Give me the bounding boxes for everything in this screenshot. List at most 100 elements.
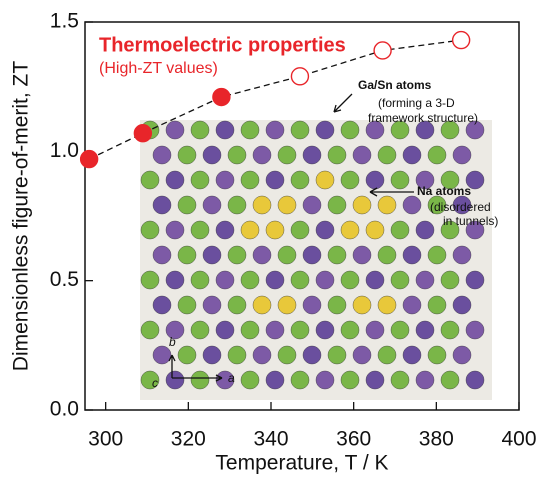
atom: [265, 220, 285, 240]
atom: [165, 220, 185, 240]
y-tick-label: 0.0: [50, 398, 79, 421]
atom: [215, 370, 235, 390]
atom: [227, 295, 247, 315]
atom: [352, 245, 372, 265]
x-tick-label: 340: [253, 428, 288, 451]
atom: [377, 245, 397, 265]
atom: [152, 295, 172, 315]
atom: [315, 370, 335, 390]
atom: [452, 345, 472, 365]
atom: [377, 345, 397, 365]
atom: [315, 320, 335, 340]
atom: [277, 245, 297, 265]
atom: [302, 145, 322, 165]
atom: [340, 270, 360, 290]
arrows: [168, 93, 414, 382]
atom: [352, 195, 372, 215]
atom: [402, 345, 422, 365]
atom: [140, 220, 160, 240]
x-axis-label: Temperature, T / K: [215, 452, 388, 475]
atom: [315, 270, 335, 290]
atom: [240, 170, 260, 190]
x-tick-label: 300: [88, 428, 123, 451]
atom: [365, 120, 385, 140]
annotation: (forming a 3-D: [378, 96, 455, 110]
chart-subtitle: (High-ZT values): [99, 60, 218, 77]
x-tick-label: 360: [336, 428, 371, 451]
atom: [240, 320, 260, 340]
atom: [327, 245, 347, 265]
atom: [390, 170, 410, 190]
chart-title: Thermoelectric properties: [99, 34, 346, 56]
atom: [452, 195, 472, 215]
atom: [340, 220, 360, 240]
atom: [215, 220, 235, 240]
atom: [227, 195, 247, 215]
atom: [140, 370, 160, 390]
atom: [252, 195, 272, 215]
atom: [265, 320, 285, 340]
atom: [327, 145, 347, 165]
atom: [427, 145, 447, 165]
atom: [440, 170, 460, 190]
atom: [352, 345, 372, 365]
atom: [152, 345, 172, 365]
annotation: Na atoms: [417, 184, 471, 198]
atom: [452, 245, 472, 265]
atom: [140, 270, 160, 290]
atom: [165, 270, 185, 290]
atom: [265, 370, 285, 390]
data-point: [212, 87, 231, 107]
atom: [277, 345, 297, 365]
atom: [327, 195, 347, 215]
atom: [402, 295, 422, 315]
annotation: Ga/Sn atoms: [358, 78, 432, 92]
atom: [427, 345, 447, 365]
atom: [177, 295, 197, 315]
atom: [315, 170, 335, 190]
atom: [202, 145, 222, 165]
atom: [290, 120, 310, 140]
data-point: [133, 124, 153, 143]
annotation: c: [152, 376, 158, 390]
atom: [277, 145, 297, 165]
atom: [465, 370, 485, 390]
atom: [202, 295, 222, 315]
atom: [215, 320, 235, 340]
atom: [390, 120, 410, 140]
atom: [465, 270, 485, 290]
atom: [152, 195, 172, 215]
atom: [440, 270, 460, 290]
atom: [202, 245, 222, 265]
atom: [240, 220, 260, 240]
atom: [340, 320, 360, 340]
atom: [190, 320, 210, 340]
atom: [177, 345, 197, 365]
atom: [402, 145, 422, 165]
atom: [165, 120, 185, 140]
atom: [290, 320, 310, 340]
atom: [340, 170, 360, 190]
atom: [440, 370, 460, 390]
atom: [465, 120, 485, 140]
atom: [365, 170, 385, 190]
x-tick-label: 400: [501, 428, 536, 451]
atom: [352, 295, 372, 315]
atom: [390, 220, 410, 240]
atom: [265, 170, 285, 190]
annotation: framework structure): [368, 111, 478, 125]
atom: [177, 245, 197, 265]
atom: [202, 195, 222, 215]
atom: [465, 170, 485, 190]
atom: [177, 145, 197, 165]
x-tick-label: 320: [171, 428, 206, 451]
atom: [190, 370, 210, 390]
atom: [302, 195, 322, 215]
atom: [227, 345, 247, 365]
crystal-structure-image: [140, 120, 492, 400]
atom: [152, 245, 172, 265]
atom: [390, 370, 410, 390]
atom: [415, 170, 435, 190]
atom: [277, 195, 297, 215]
atom: [390, 320, 410, 340]
